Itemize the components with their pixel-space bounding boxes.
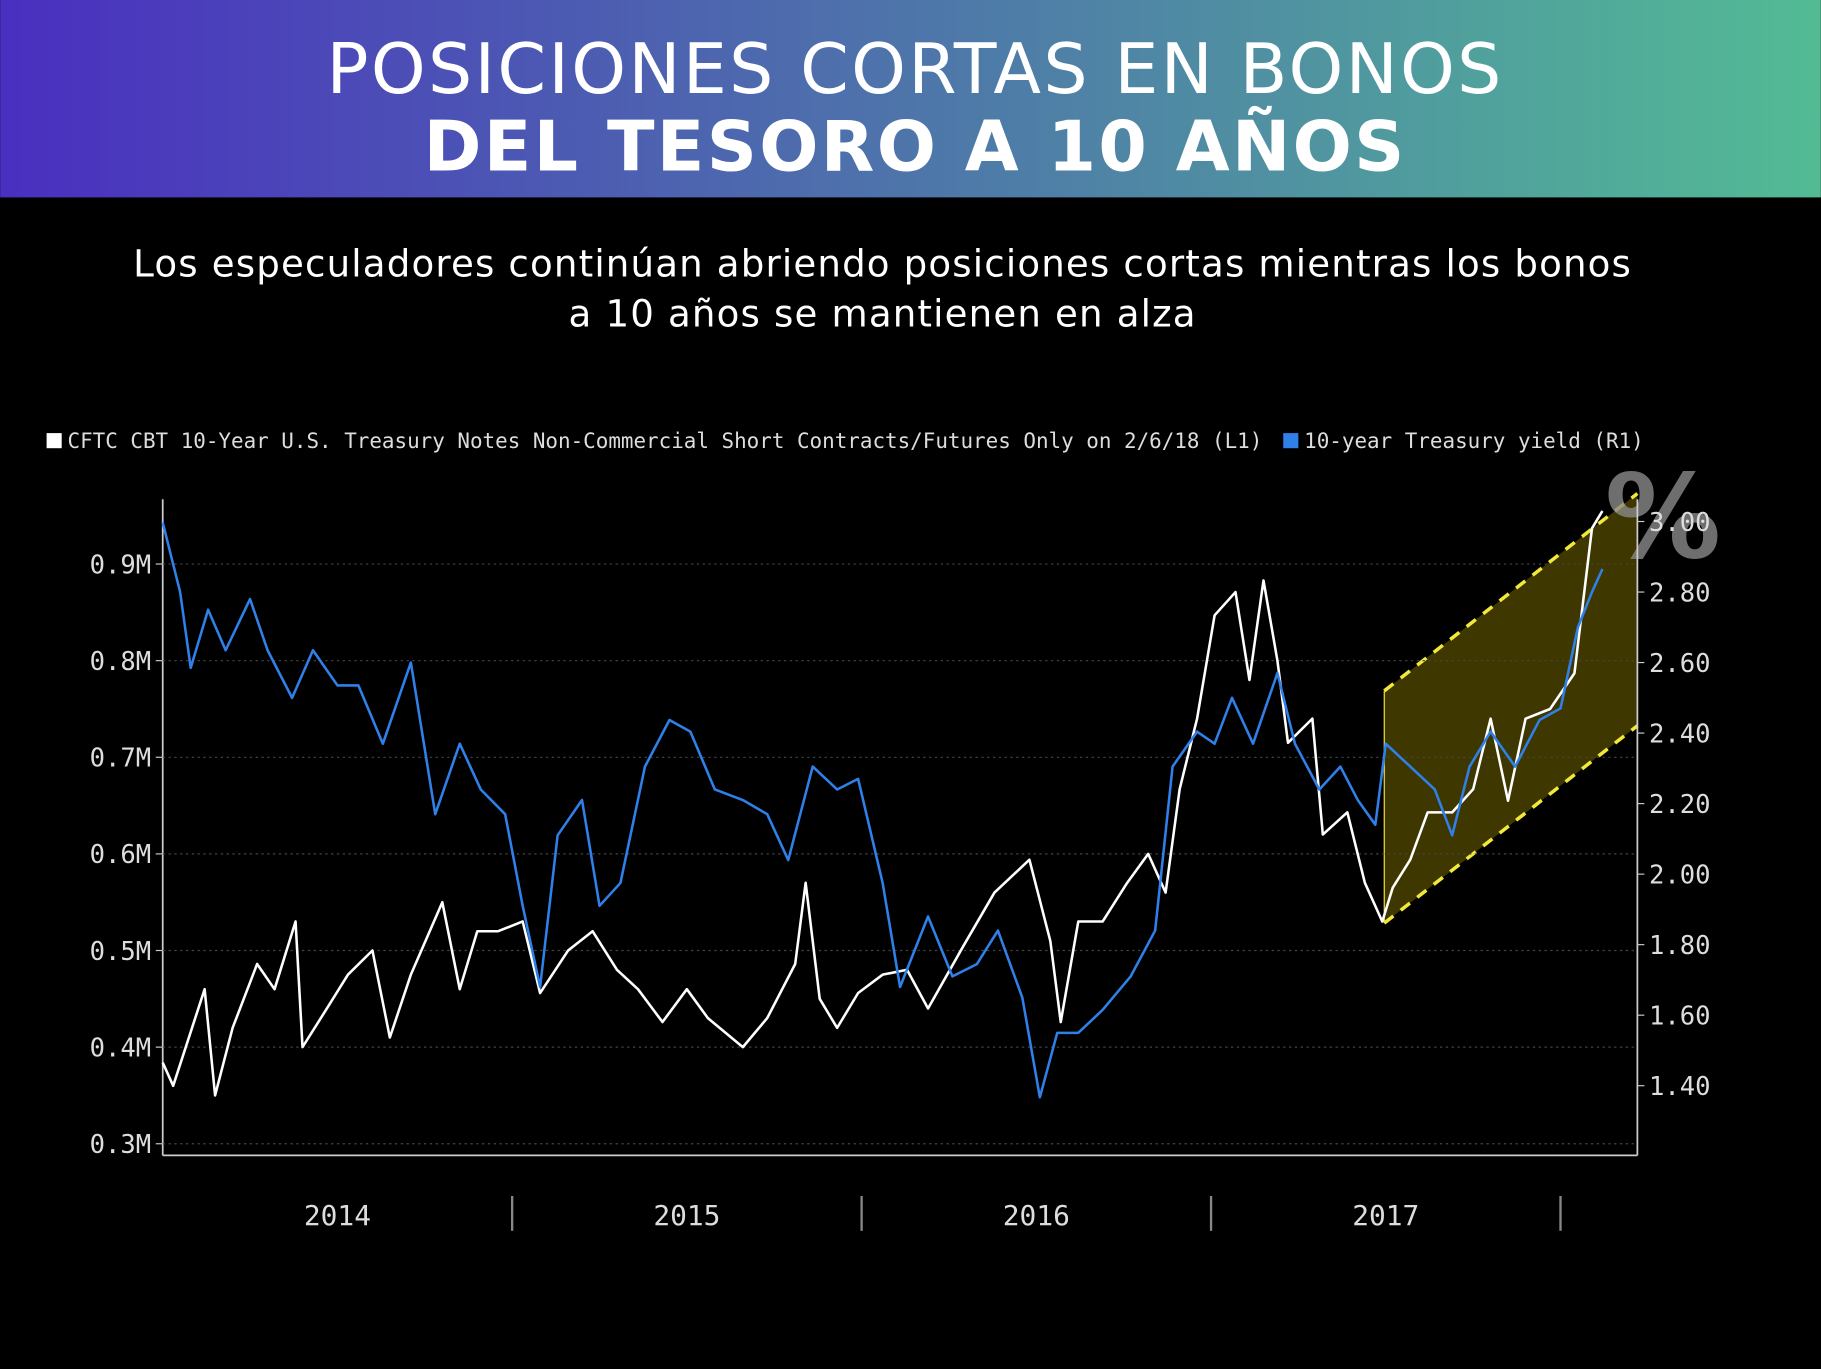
y-tick-label: 0.4M: [90, 1033, 151, 1063]
x-tick-label: 2016: [1003, 1199, 1070, 1232]
annotation: %: [1605, 450, 1721, 585]
y-tick-label: 0.7M: [90, 744, 151, 774]
x-tick-label: 2014: [304, 1199, 371, 1232]
y2-tick-label: 2.40: [1649, 719, 1711, 749]
y-tick-label: 0.9M: [90, 550, 151, 580]
x-tick-label: 2017: [1352, 1199, 1419, 1232]
trend-channel: [1384, 493, 1638, 924]
series-line: [161, 510, 1604, 1097]
y2-tick-label: 2.80: [1649, 578, 1711, 608]
y-tick-label: 0.6M: [90, 840, 151, 870]
subtitle-line: a 10 años se mantienen en alza: [569, 292, 1197, 335]
y2-tick-label: 2.20: [1649, 790, 1711, 820]
y2-tick-label: 3.00: [1649, 508, 1711, 538]
header-band: [0, 0, 1821, 198]
y2-tick-label: 1.40: [1649, 1072, 1711, 1102]
y-tick-label: 0.8M: [90, 647, 151, 677]
y-tick-label: 0.3M: [90, 1130, 151, 1160]
x-tick-label: 2015: [653, 1199, 720, 1232]
legend-label: 10-year Treasury yield (R1): [1304, 429, 1644, 453]
legend-label: CFTC CBT 10-Year U.S. Treasury Notes Non…: [68, 429, 1263, 453]
y2-tick-label: 1.60: [1649, 1001, 1711, 1031]
title-line: POSICIONES CORTAS EN BONOS: [327, 29, 1504, 110]
y2-tick-label: 1.80: [1649, 931, 1711, 961]
legend-swatch: [46, 433, 62, 449]
legend-swatch: [1283, 433, 1299, 449]
y2-tick-label: 2.00: [1649, 860, 1711, 890]
title-line: DEL TESORO A 10 AÑOS: [424, 106, 1407, 188]
y2-tick-label: 2.60: [1649, 649, 1711, 679]
y-tick-label: 0.5M: [90, 937, 151, 967]
subtitle-line: Los especuladores continúan abriendo pos…: [133, 242, 1632, 285]
series-line: [161, 522, 1604, 1099]
